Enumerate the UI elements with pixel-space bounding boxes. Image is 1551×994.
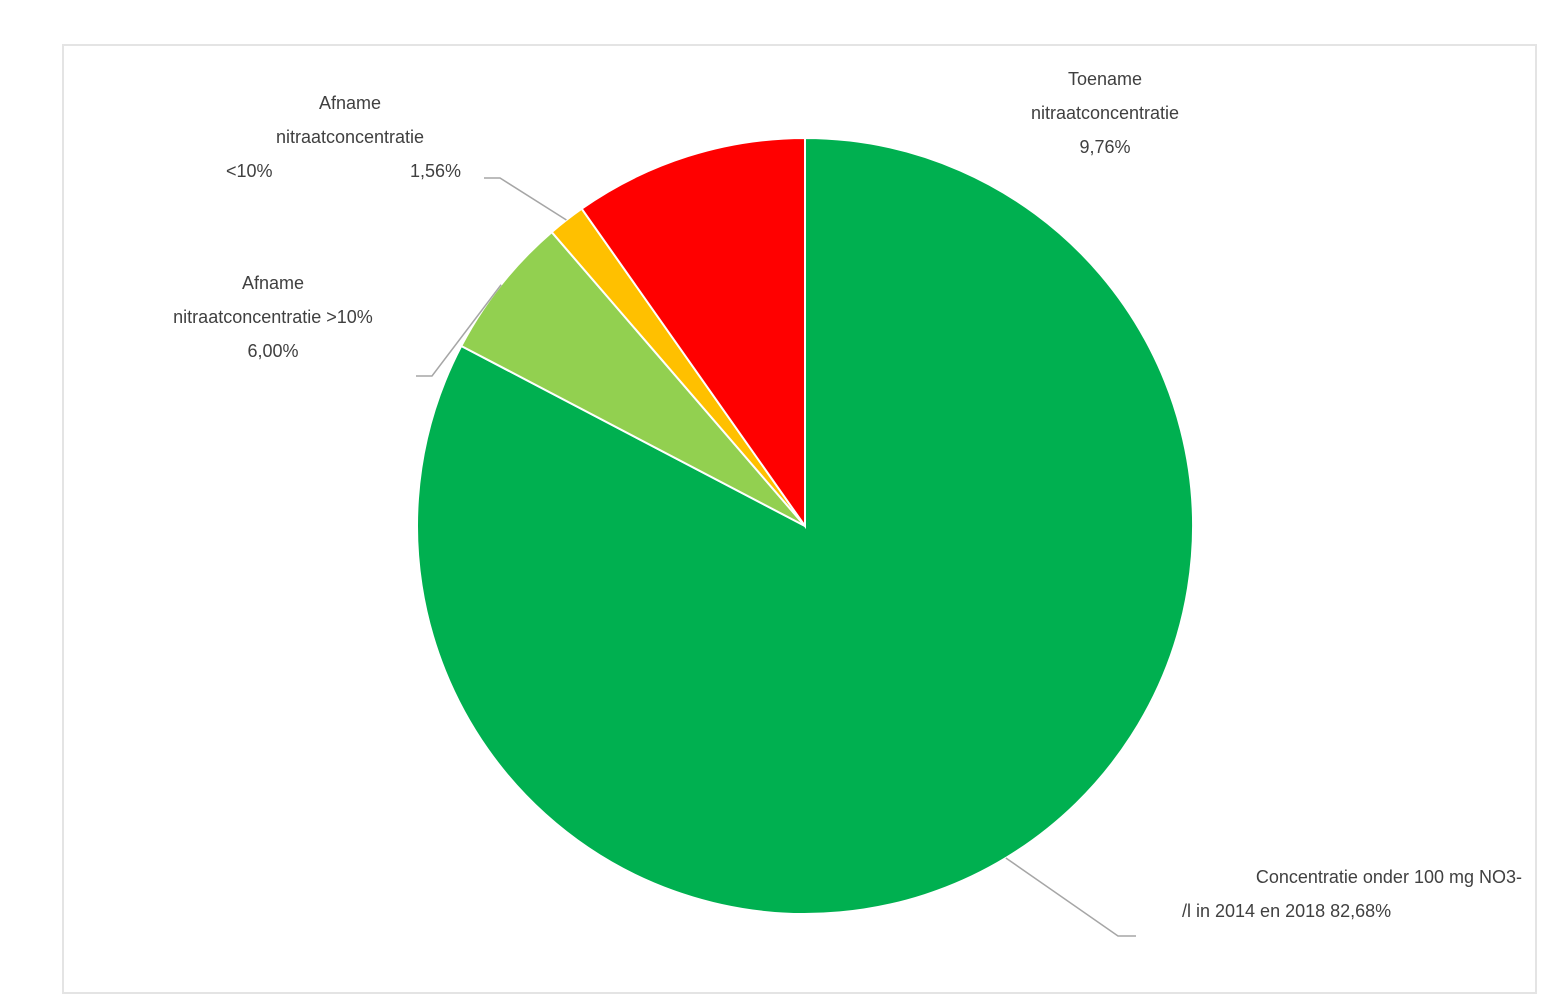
label-concentratie-value: 82,68% (1330, 901, 1392, 921)
label-afname-kleiner: Afname nitraatconcentratie <10% 1,56% (220, 86, 500, 188)
label-toename: Toename nitraatconcentratie 9,76% (960, 62, 1250, 164)
label-toename-value: 9,76% (1079, 137, 1131, 157)
label-toename-line1: Toename (1067, 69, 1143, 89)
label-afname-groter-line2: nitraatconcentratie >10% (173, 307, 373, 327)
label-afname-groter-value: 6,00% (247, 341, 299, 361)
label-afname-kleiner-line1: Afname (318, 93, 382, 113)
slice-toename (580, 136, 806, 530)
leader-line-concentratie (1005, 857, 1136, 937)
label-concentratie-onder: Concentratie onder 100 mg NO3- /l in 201… (1140, 860, 1530, 928)
leader-line-afname-groter (416, 284, 502, 377)
label-afname-groter-line1: Afname (241, 273, 305, 293)
label-afname-groter: Afname nitraatconcentratie >10% 6,00% (108, 266, 438, 368)
label-concentratie-line1: Concentratie onder 100 mg NO3- (1255, 867, 1522, 887)
label-toename-line2: nitraatconcentratie (1030, 103, 1180, 123)
label-afname-kleiner-line3: <10% (226, 161, 273, 181)
label-concentratie-line2: /l in 2014 en 2018 (1182, 901, 1326, 921)
label-afname-kleiner-line2: nitraatconcentratie (275, 127, 425, 147)
label-afname-kleiner-value: 1,56% (410, 161, 462, 181)
leader-line-afname-kleiner (484, 177, 567, 221)
